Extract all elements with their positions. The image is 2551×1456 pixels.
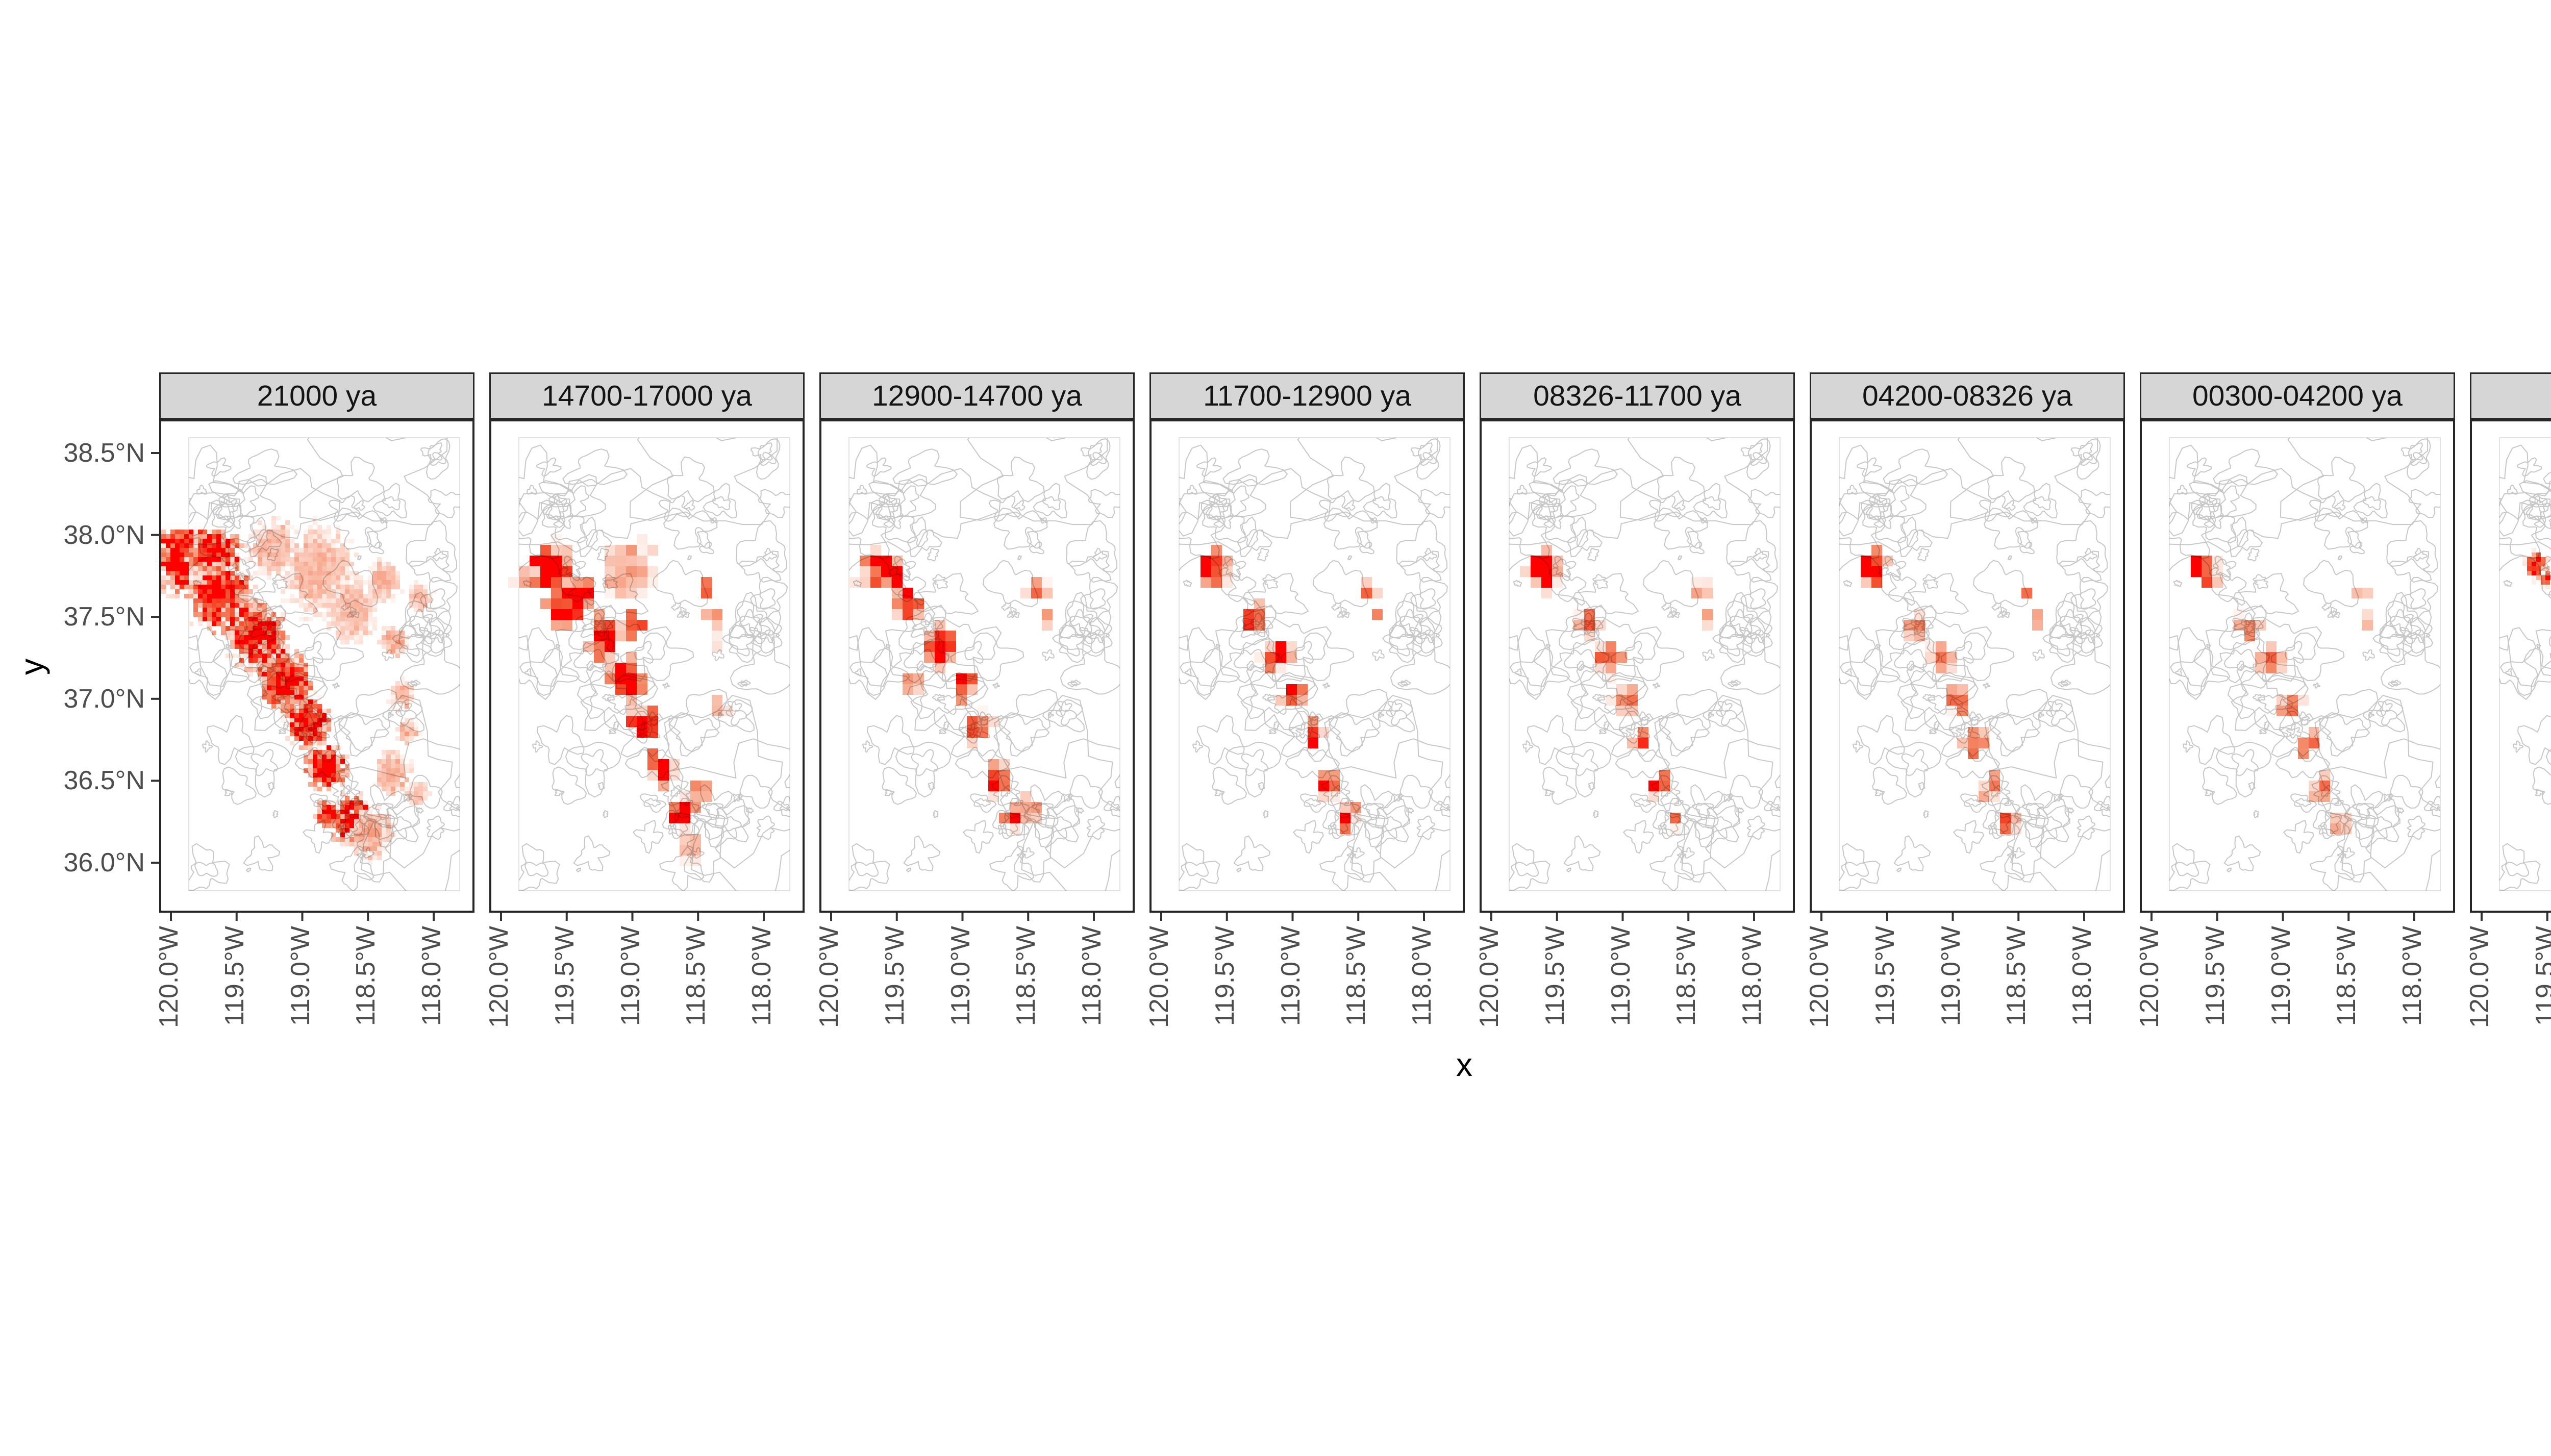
map-contours bbox=[2169, 438, 2440, 891]
facet-strip: 21000 ya bbox=[159, 372, 474, 419]
x-tick-label: 119.0°W bbox=[615, 926, 645, 1026]
x-tick-label: 118.5°W bbox=[351, 926, 381, 1026]
x-tick-label: 119.0°W bbox=[285, 926, 315, 1026]
x-tick-label: 118.5°W bbox=[1011, 926, 1041, 1026]
raster-extent-outline bbox=[2169, 437, 2441, 891]
x-tick-label: 118.0°W bbox=[2397, 926, 2427, 1026]
x-tick-label: 118.0°W bbox=[417, 926, 446, 1026]
facet-strip-label: 21000 ya bbox=[257, 380, 377, 412]
y-tick-label: 38.0°N bbox=[63, 520, 145, 550]
facet-strip: 04200-08326 ya bbox=[1810, 372, 2125, 419]
habitat-raster bbox=[1201, 545, 1383, 834]
x-tick-label: 119.5°W bbox=[1870, 926, 1900, 1026]
map-contours bbox=[2499, 444, 2551, 891]
panel-border bbox=[489, 419, 805, 913]
map-contours bbox=[189, 438, 460, 891]
facet-strip-label: 08326-11700 ya bbox=[1533, 380, 1741, 412]
panel-border bbox=[2470, 419, 2551, 913]
x-tick-label: 119.0°W bbox=[1936, 926, 1966, 1026]
x-tick-label: 119.5°W bbox=[1540, 926, 1570, 1026]
habitat-raster bbox=[849, 545, 1053, 834]
facet-strip: 11700-12900 ya bbox=[1149, 372, 1465, 419]
facet-strip: 12900-14700 ya bbox=[819, 372, 1135, 419]
facet-strip-label: 00300-04200 ya bbox=[2192, 380, 2403, 412]
facet-strip: 0 ya bbox=[2470, 372, 2551, 419]
map-contours bbox=[1509, 438, 1780, 891]
facet-strip-label: 12900-14700 ya bbox=[871, 380, 1083, 412]
y-tick-label: 36.0°N bbox=[63, 848, 145, 877]
habitat-raster bbox=[508, 534, 733, 866]
y-tick-label: 37.5°N bbox=[63, 602, 145, 632]
raster-extent-outline bbox=[848, 437, 1120, 891]
raster-extent-outline bbox=[2499, 437, 2551, 891]
raster-extent-outline bbox=[518, 437, 790, 891]
panel-border bbox=[1810, 419, 2125, 913]
x-tick-label: 120.0°W bbox=[814, 926, 844, 1028]
map-contours bbox=[519, 438, 790, 891]
map-contours bbox=[1179, 438, 1450, 891]
x-tick-label: 118.0°W bbox=[1737, 926, 1767, 1026]
x-tick-label: 118.0°W bbox=[1407, 926, 1437, 1026]
x-axis-title: x bbox=[1456, 1046, 1472, 1083]
x-tick-label: 118.5°W bbox=[1341, 926, 1371, 1026]
x-tick-label: 118.5°W bbox=[2332, 926, 2362, 1026]
x-tick-label: 118.5°W bbox=[2002, 926, 2032, 1026]
x-tick-label: 119.5°W bbox=[549, 926, 580, 1026]
x-tick-label: 118.5°W bbox=[1671, 926, 1702, 1026]
x-tick-label: 119.0°W bbox=[945, 926, 976, 1026]
x-tick-label: 120.0°W bbox=[154, 926, 184, 1028]
panel-border bbox=[2140, 419, 2455, 913]
facet-strip: 14700-17000 ya bbox=[489, 372, 805, 419]
facet-strip: 08326-11700 ya bbox=[1480, 372, 1795, 419]
map-contours bbox=[1839, 438, 2110, 891]
habitat-raster bbox=[2191, 556, 2373, 834]
x-tick-label: 120.0°W bbox=[1474, 926, 1504, 1028]
x-tick-label: 119.5°W bbox=[880, 926, 910, 1026]
panel-border bbox=[1480, 419, 1795, 913]
habitat-raster bbox=[1861, 545, 2043, 834]
x-tick-label: 120.0°W bbox=[1144, 926, 1174, 1028]
x-tick-label: 119.0°W bbox=[1276, 926, 1306, 1026]
x-tick-label: 118.0°W bbox=[747, 926, 777, 1026]
x-tick-label: 120.0°W bbox=[2465, 926, 2494, 1028]
x-tick-label: 119.0°W bbox=[1606, 926, 1636, 1026]
raster-extent-outline bbox=[188, 437, 460, 891]
facet-strip-label: 11700-12900 ya bbox=[1203, 380, 1411, 412]
raster-extent-outline bbox=[1839, 437, 2111, 891]
y-tick-label: 36.5°N bbox=[63, 766, 145, 796]
raster-extent-outline bbox=[1509, 437, 1781, 891]
facet-strip-label: 14700-17000 ya bbox=[541, 380, 753, 412]
y-axis-title: y bbox=[13, 659, 50, 675]
map-contours bbox=[849, 438, 1120, 891]
x-tick-label: 119.0°W bbox=[2266, 926, 2296, 1026]
x-tick-label: 119.5°W bbox=[2200, 926, 2230, 1026]
panel-border bbox=[159, 419, 474, 913]
x-tick-label: 119.5°W bbox=[1210, 926, 1240, 1026]
x-tick-label: 118.0°W bbox=[1077, 926, 1107, 1026]
facet-strip-label: 04200-08326 ya bbox=[1862, 380, 2073, 412]
panel-border bbox=[819, 419, 1135, 913]
x-tick-label: 119.5°W bbox=[219, 926, 249, 1026]
x-tick-label: 120.0°W bbox=[484, 926, 514, 1028]
panel-border bbox=[1149, 419, 1465, 913]
x-tick-label: 118.5°W bbox=[681, 926, 711, 1026]
y-tick-label: 38.5°N bbox=[63, 438, 145, 468]
y-tick-label: 37.0°N bbox=[63, 684, 145, 714]
x-tick-label: 120.0°W bbox=[1805, 926, 1834, 1028]
x-tick-label: 119.5°W bbox=[2530, 926, 2551, 1026]
x-tick-label: 118.0°W bbox=[2067, 926, 2097, 1026]
facet-strip: 00300-04200 ya bbox=[2140, 372, 2455, 419]
raster-extent-outline bbox=[1179, 437, 1450, 891]
x-tick-label: 120.0°W bbox=[2135, 926, 2164, 1028]
